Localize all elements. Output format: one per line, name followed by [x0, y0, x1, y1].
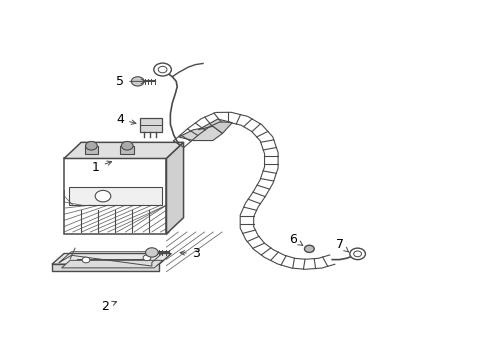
- Text: 5: 5: [116, 75, 145, 88]
- Text: 3: 3: [180, 247, 199, 260]
- Text: 7: 7: [335, 238, 348, 252]
- Polygon shape: [84, 146, 98, 154]
- Circle shape: [145, 248, 158, 257]
- Circle shape: [85, 141, 97, 150]
- Text: 1: 1: [92, 161, 111, 174]
- Circle shape: [158, 66, 166, 73]
- Circle shape: [131, 77, 144, 86]
- Polygon shape: [52, 264, 159, 271]
- Text: 4: 4: [116, 113, 136, 126]
- Text: 6: 6: [289, 233, 302, 246]
- Circle shape: [353, 251, 361, 257]
- Polygon shape: [61, 260, 163, 268]
- Polygon shape: [166, 142, 183, 234]
- Polygon shape: [52, 253, 171, 264]
- Circle shape: [304, 245, 314, 252]
- Polygon shape: [120, 146, 134, 154]
- Polygon shape: [198, 119, 232, 134]
- Circle shape: [95, 190, 111, 202]
- Polygon shape: [69, 187, 161, 205]
- Polygon shape: [178, 126, 222, 140]
- Text: 2: 2: [102, 300, 116, 313]
- Circle shape: [82, 257, 90, 263]
- Polygon shape: [140, 118, 161, 132]
- Circle shape: [143, 255, 151, 261]
- Circle shape: [154, 63, 171, 76]
- Circle shape: [349, 248, 365, 260]
- Polygon shape: [64, 158, 166, 234]
- Polygon shape: [64, 142, 183, 158]
- Circle shape: [121, 141, 133, 150]
